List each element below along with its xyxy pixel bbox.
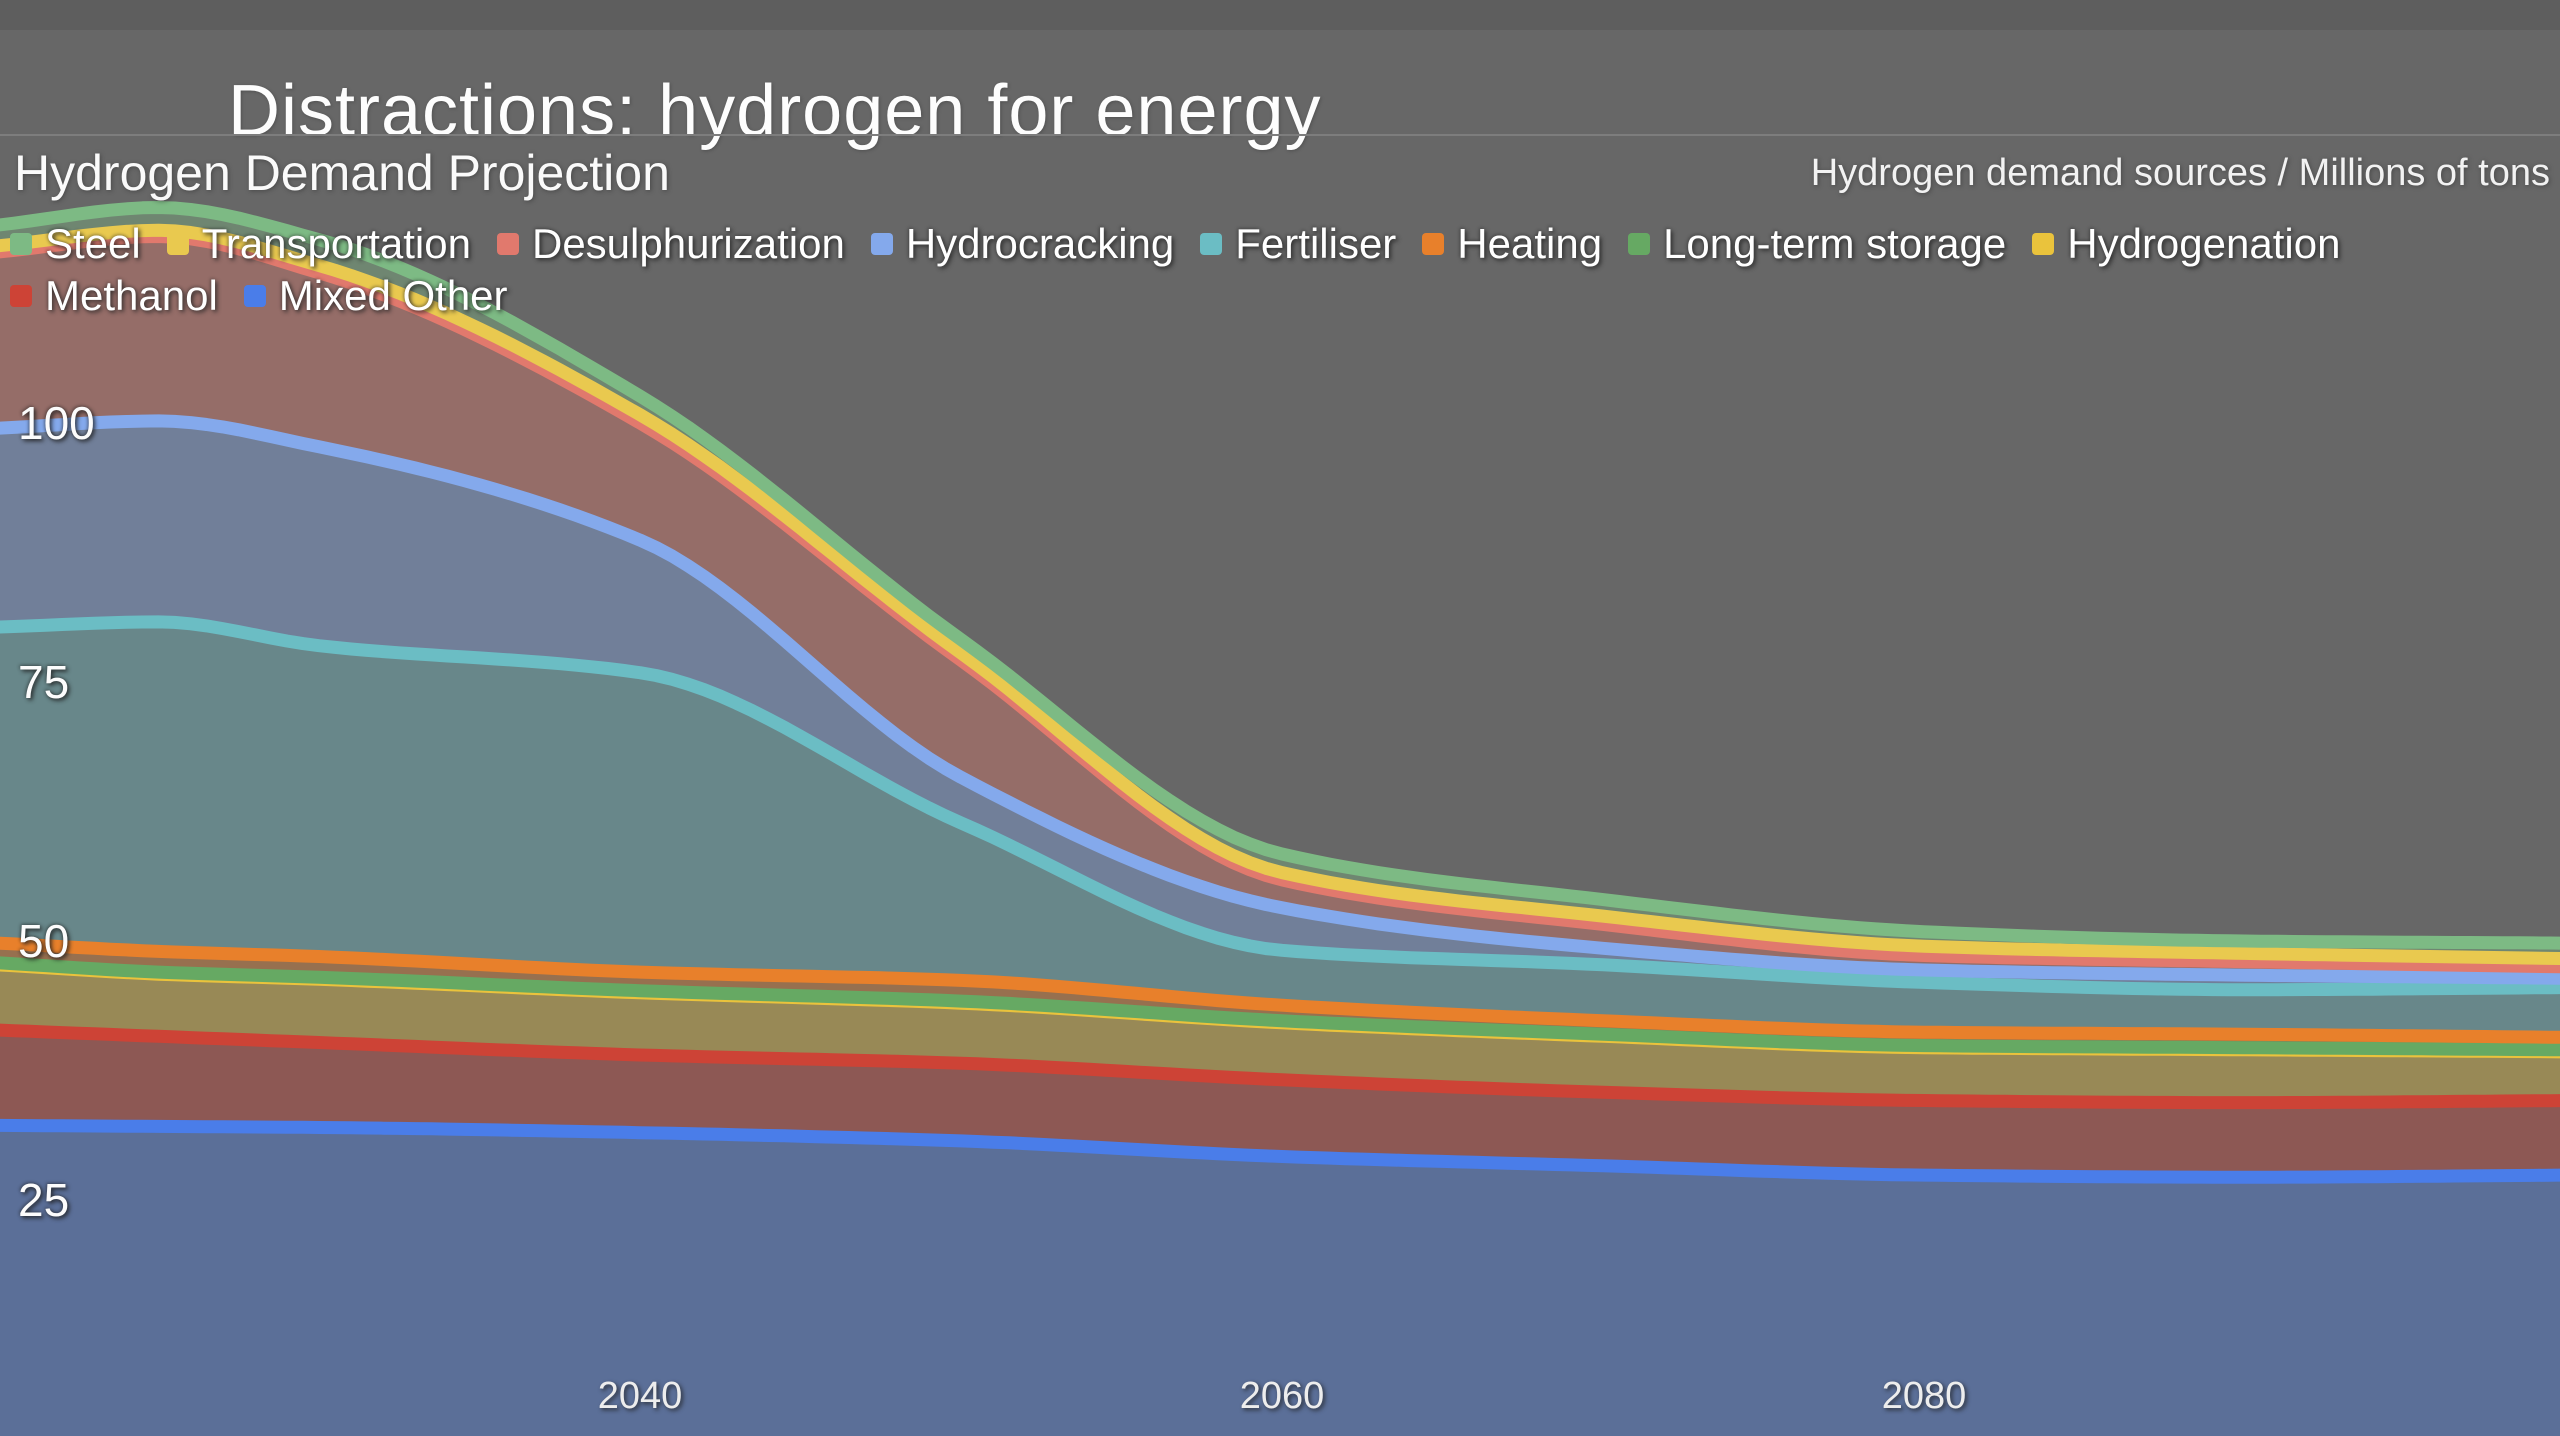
area-fill-desulphurization <box>0 236 2560 979</box>
legend-label: Desulphurization <box>531 220 845 267</box>
y-tick-label-25: 25 <box>18 1174 70 1226</box>
area-fill-mixed-other <box>0 1125 2560 1436</box>
chart-title: Hydrogen Demand Projection <box>14 145 670 201</box>
area-fill-hydrocracking <box>0 420 2560 990</box>
legend-label: Long-term storage <box>1663 220 2007 267</box>
area-line-transportation <box>0 223 2560 966</box>
legend-label: Mixed Other <box>278 272 508 319</box>
area-line-hydrocracking <box>0 414 2560 985</box>
legend-item-long-term-storage[interactable]: Long-term storage <box>1628 220 2006 268</box>
legend-swatch-icon <box>870 233 893 255</box>
legend-row: Methanol Mixed Other <box>10 270 2554 322</box>
legend-item-desulphurization[interactable]: Desulphurization <box>496 220 845 268</box>
legend-swatch-icon <box>496 233 519 255</box>
legend-item-heating[interactable]: Heating <box>1422 220 1602 268</box>
area-fill-hydrogenation <box>0 964 2560 1103</box>
area-line-fertiliser <box>0 615 2560 997</box>
x-tick-label-2060: 2060 <box>1239 1375 1325 1417</box>
area-line-desulphurization <box>0 230 2560 974</box>
area-line-steel <box>0 201 2560 950</box>
legend-swatch-icon <box>10 285 32 307</box>
legend-swatch-icon <box>166 233 189 255</box>
area-line-mixed-other <box>0 1118 2560 1184</box>
legend-swatch-icon <box>1628 233 1651 255</box>
y-tick-label-50: 50 <box>18 915 70 967</box>
area-line-methanol <box>0 1023 2560 1110</box>
x-tick-label-2040: 2040 <box>597 1375 683 1417</box>
x-tick-label-2080: 2080 <box>1881 1375 1967 1417</box>
legend-label: Fertiliser <box>1235 220 1397 267</box>
top-strip <box>0 0 2560 30</box>
legend-item-steel[interactable]: Steel <box>10 220 141 268</box>
slide-title: Distractions: hydrogen for energy <box>228 71 1322 152</box>
legend-swatch-icon <box>243 285 266 307</box>
legend-swatch-icon <box>2032 233 2055 255</box>
legend-label: Steel <box>45 220 141 267</box>
legend-swatch-icon <box>10 233 32 255</box>
legend-label: Hydrogenation <box>2067 220 2341 267</box>
legend-item-hydrogenation[interactable]: Hydrogenation <box>2032 220 2340 268</box>
area-fill-methanol <box>0 1030 2560 1178</box>
legend-label: Hydrocracking <box>905 220 1175 267</box>
legend-label: Heating <box>1457 220 1603 267</box>
legend-label: Transportation <box>201 220 471 267</box>
y-tick-label-100: 100 <box>18 397 95 449</box>
legend-item-transportation[interactable]: Transportation <box>166 220 471 268</box>
chart-axis-caption: Hydrogen demand sources / Millions of to… <box>1810 152 2550 194</box>
area-line-heating <box>0 936 2560 1044</box>
legend-swatch-icon <box>1200 233 1223 255</box>
legend-item-methanol[interactable]: Methanol <box>10 272 218 320</box>
header-divider <box>0 134 2560 136</box>
chart-legend: Steel Transportation Desulphurization Hydro… <box>10 218 2554 322</box>
legend-item-hydrocracking[interactable]: Hydrocracking <box>870 220 1175 268</box>
legend-swatch-icon <box>1422 233 1445 255</box>
area-fill-fertiliser <box>0 621 2560 1038</box>
legend-label: Methanol <box>45 272 218 319</box>
legend-row: Steel Transportation Desulphurization Hydro… <box>10 218 2554 270</box>
legend-item-mixed-other[interactable]: Mixed Other <box>243 272 508 320</box>
y-tick-label-75: 75 <box>18 656 70 708</box>
legend-item-fertiliser[interactable]: Fertiliser <box>1200 220 1396 268</box>
area-line-long-term-storage <box>0 956 2560 1057</box>
